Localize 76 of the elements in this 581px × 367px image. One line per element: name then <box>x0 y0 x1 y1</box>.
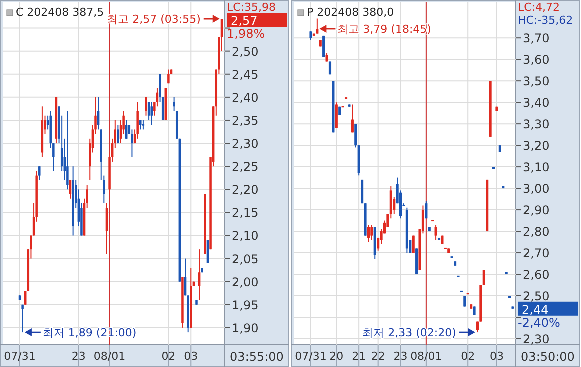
y-tick-label: 2,60 <box>523 268 550 282</box>
y-tick-label: 3,40 <box>523 96 550 110</box>
text: 1,98% <box>227 27 266 41</box>
x-tick-label: 23 <box>394 350 408 363</box>
x-tick-label: 08/01 <box>94 350 126 363</box>
candlestick <box>142 120 145 130</box>
chart-title: C 202408 387,5 <box>16 6 104 19</box>
y-tick-label: 1,95 <box>232 298 259 312</box>
x-tick-label: 07/31 <box>295 350 327 363</box>
text: -2,40% <box>518 316 560 330</box>
y-tick-label: 1,90 <box>232 321 259 336</box>
y-tick-label: 3,20 <box>523 139 550 154</box>
candlestick <box>66 110 69 190</box>
text: LC:35,98 <box>227 1 276 14</box>
x-tick-label: 23 <box>72 350 86 363</box>
y-tick-label: 2,50 <box>523 290 550 304</box>
candlestick <box>367 224 370 243</box>
candlestick <box>136 102 139 140</box>
y-tick-label: 2,30 <box>523 332 550 346</box>
y-tick-label: 2,80 <box>523 225 550 240</box>
x-tick-label: 03 <box>184 350 198 363</box>
x-tick-label: 07/31 <box>4 350 36 363</box>
candlestick <box>335 102 338 129</box>
y-tick-label: 2,90 <box>523 204 550 218</box>
candlestick <box>482 270 486 286</box>
candlestick <box>316 18 319 34</box>
text: HC:-35,62 <box>518 14 574 27</box>
candlestick <box>150 102 153 126</box>
y-tick-label: 3,00 <box>523 182 550 196</box>
x-tick-label: 02 <box>461 350 476 363</box>
chart-title: P 202408 380,0 <box>307 6 394 19</box>
candlestick <box>125 120 128 140</box>
candlestick <box>322 35 326 58</box>
y-tick-label: 3,10 <box>523 160 550 175</box>
x-tick-label: 08/01 <box>410 350 442 363</box>
candlestick <box>117 124 120 144</box>
candlestick <box>198 249 201 301</box>
y-tick-label: 2,05 <box>232 252 259 266</box>
candlestick <box>173 96 176 112</box>
x-tick-label: 20 <box>330 350 344 363</box>
candlestick <box>148 102 150 121</box>
y-tick-label: 2,40 <box>232 90 259 105</box>
candlestick <box>425 200 428 220</box>
y-tick-label: 2,30 <box>232 137 259 152</box>
y-tick-label: 3,70 <box>523 32 550 46</box>
text: 2,57 <box>231 14 258 28</box>
x-tick-label: 22 <box>371 350 386 363</box>
candlestick <box>24 290 27 306</box>
candlestick <box>38 166 41 181</box>
y-tick-label: 3,60 <box>523 53 550 68</box>
candlestick <box>145 96 148 116</box>
x-tick-label: 21 <box>352 350 366 363</box>
x-tick-label: 02 <box>162 350 176 363</box>
y-tick-label: 2,50 <box>232 44 259 59</box>
candlestick <box>328 61 332 76</box>
y-tick-label: 2,70 <box>523 246 550 261</box>
y-tick-label: 3,30 <box>523 118 550 132</box>
candlestick <box>168 69 170 84</box>
y-tick-label: 2,10 <box>232 229 259 244</box>
y-tick-label: 2,00 <box>232 275 259 290</box>
text: 03:50:00 <box>521 350 575 364</box>
y-tick-label: 2,25 <box>232 160 259 174</box>
candlestick <box>434 224 438 241</box>
text: 03:55:00 <box>230 350 284 364</box>
y-tick-label: 2,15 <box>232 206 259 220</box>
candlestick <box>351 104 354 134</box>
y-tick-label: 2,20 <box>232 183 259 198</box>
text: 2,44 <box>522 302 549 317</box>
x-tick-label: 03 <box>490 350 504 363</box>
y-tick-label: 3,50 <box>523 74 550 89</box>
y-tick-label: 2,35 <box>232 114 259 128</box>
y-tick-label: 2,45 <box>232 68 259 82</box>
candlestick <box>131 129 134 158</box>
candlestick <box>370 224 374 241</box>
candlestick <box>22 304 24 334</box>
text: LC:4,72 <box>518 1 560 14</box>
